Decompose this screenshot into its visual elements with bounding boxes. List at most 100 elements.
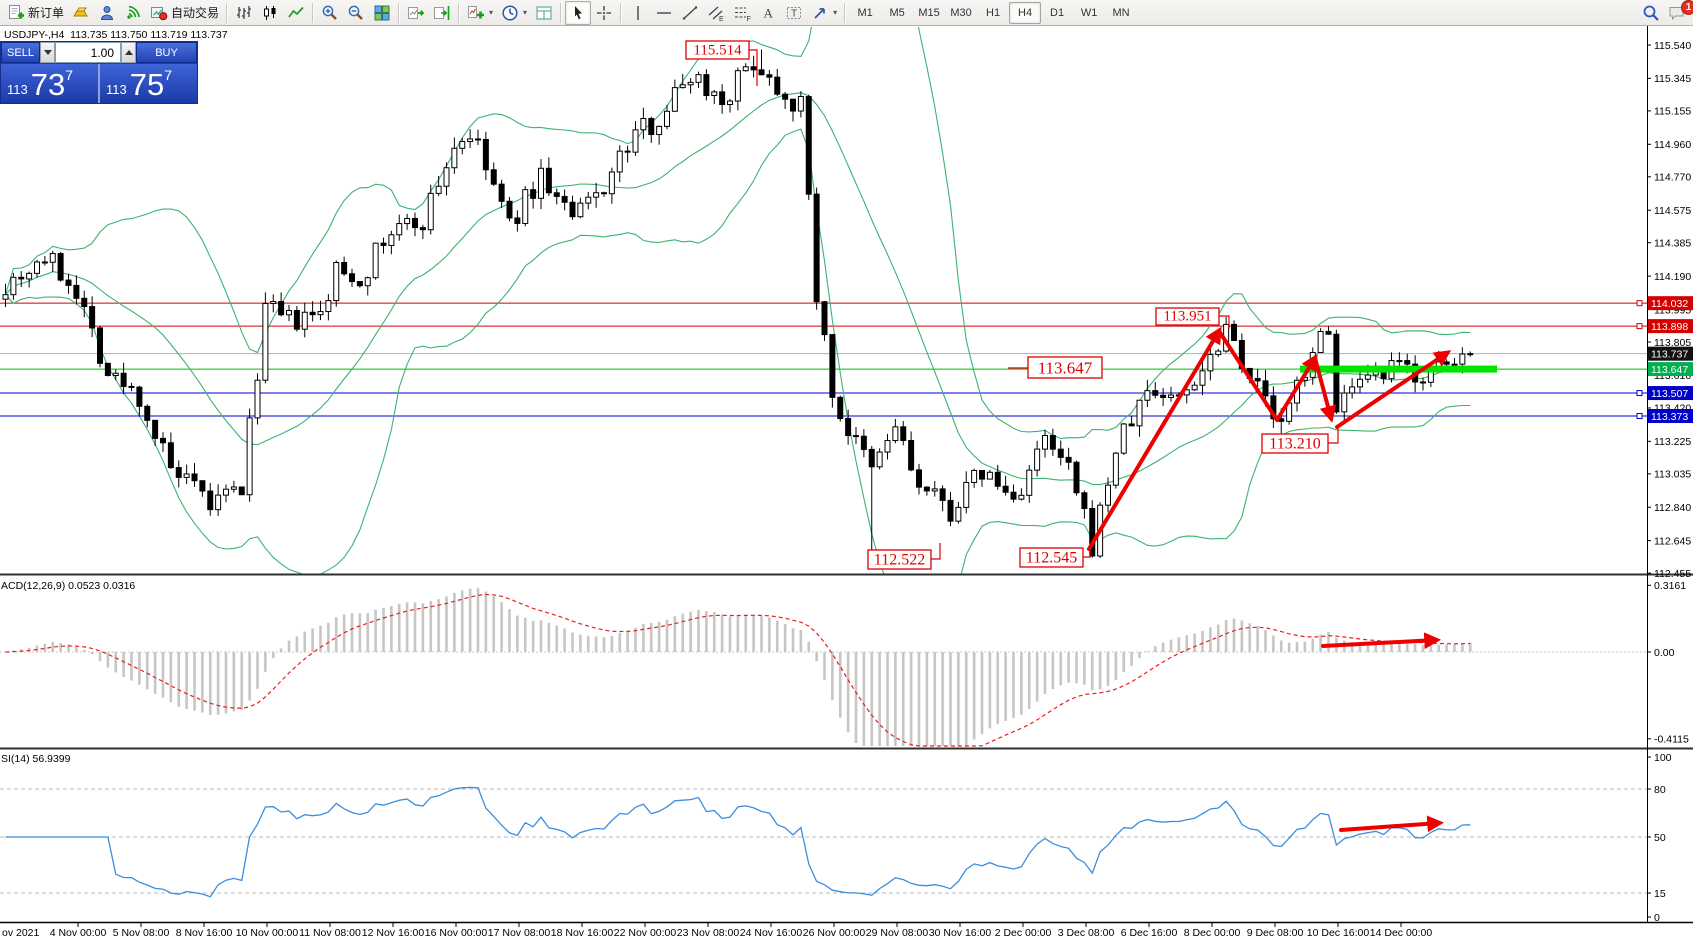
svg-text:F: F [747,16,751,22]
crosshair-button[interactable] [591,1,617,25]
candlesticks [2,49,1474,562]
indicators-button[interactable]: ▾ [463,1,497,25]
signals-icon [127,5,140,19]
toolbar-separator [620,2,623,23]
annotations[interactable]: 115.514 113.951 113.647 113.210 112.522 112.5… [685,40,1452,833]
timeframe-d1-button[interactable]: D1 [1050,6,1065,19]
gold-button[interactable] [68,1,94,25]
svg-text:16 Nov 00:00: 16 Nov 00:00 [425,927,488,939]
svg-text:112.455: 112.455 [1654,568,1691,580]
timeframe-h4-button[interactable]: H4 [1009,1,1042,24]
svg-text:114.190: 114.190 [1654,271,1691,283]
price-badge [1648,386,1693,401]
triangle-down-icon [43,50,52,55]
sell-price-pips: 73 [30,67,66,102]
vertical-line-button[interactable] [625,1,651,25]
toolbar-separator [312,2,315,23]
text-label-button[interactable]: T [781,1,807,25]
svg-text:114.385: 114.385 [1654,238,1691,250]
notifications-button[interactable]: 1 [1664,0,1693,25]
search-icon [1643,5,1659,21]
rsi-line [5,786,1471,898]
price-annotation-box [867,549,932,570]
new-order-button[interactable]: 新订单 [3,1,68,25]
svg-text:30 Nov 16:00: 30 Nov 16:00 [929,927,992,939]
zoom-in-button[interactable] [317,1,343,25]
volume-increase-button[interactable] [121,42,136,63]
time-axis[interactable]: ov 2021 4 Nov 00:00 5 Nov 08:00 8 Nov 16:00… [2,923,1432,939]
svg-text:50: 50 [1654,832,1666,844]
volume-input[interactable] [55,42,121,63]
sell-price-quote[interactable]: 113 73 7 [1,64,98,103]
price-badge [1648,362,1693,377]
svg-text:24 Nov 16:00: 24 Nov 16:00 [740,927,803,939]
templates-button[interactable] [531,1,557,25]
candlestick-chart-button[interactable] [257,1,283,25]
toolbar-separator [560,2,563,23]
svg-text:0.3161: 0.3161 [1654,580,1686,592]
price-annotation-box [1019,547,1084,568]
svg-text:26 Nov 00:00: 26 Nov 00:00 [803,927,866,939]
sell-price-point: 7 [65,67,74,83]
timeframe-mn-button[interactable]: MN [1112,6,1130,19]
equidistant-channel-button[interactable]: E [703,1,729,25]
order-entry-row: SELL BUY [1,42,197,63]
svg-text:113.737: 113.737 [1651,348,1688,360]
auto-trading-icon [151,6,168,20]
buy-price-point: 7 [164,67,173,83]
buy-price-quote[interactable]: 113 75 7 [100,64,197,103]
search-button[interactable] [1638,1,1664,25]
line-chart-button[interactable] [283,1,309,25]
horizontal-line-button[interactable] [651,1,677,25]
sell-price-prefix: 113 [7,82,28,97]
svg-text:0.00: 0.00 [1654,647,1675,659]
arrows-button[interactable]: ▾ [807,1,841,25]
indicators-dropdown-caret[interactable]: ▾ [489,8,494,17]
line-handle [1636,390,1643,397]
arrows-dropdown-caret[interactable]: ▾ [833,8,838,17]
timeframe-m15-button[interactable]: M15 [918,6,940,19]
chart-shift-button[interactable] [429,1,455,25]
zoom-out-button[interactable] [343,1,369,25]
fibonacci-button[interactable]: F [729,1,755,25]
trendline-button[interactable] [677,1,703,25]
timeframe-m30-button[interactable]: M30 [950,6,972,19]
zoom-out-icon [348,5,363,20]
svg-text:T: T [791,8,797,19]
svg-text:114.575: 114.575 [1654,205,1691,217]
sell-button[interactable]: SELL [1,42,40,63]
timeframe-w1-button[interactable]: W1 [1080,6,1098,19]
svg-text:115.345: 115.345 [1654,73,1691,85]
buy-button[interactable]: BUY [136,42,197,63]
periods-icon [502,4,518,21]
volume-decrease-button[interactable] [40,42,55,63]
rsi-indicator-label: SI(14) 56.9399 [1,753,71,765]
bar-chart-button[interactable] [231,1,257,25]
timeframe-m5-button[interactable]: M5 [889,6,905,19]
buy-price-prefix: 113 [106,82,127,97]
vertical-line-icon [637,5,639,20]
price-annotation-box [1155,307,1220,326]
price-axis[interactable]: 115.540 115.345 115.155 114.960 114.770 114.5… [1636,40,1693,924]
svg-text:114.032: 114.032 [1651,298,1688,310]
signals-button[interactable] [120,1,146,25]
price-annotation-text: 112.522 [874,552,925,569]
auto-trading-button[interactable]: 自动交易 [146,1,223,25]
green-highlight-band[interactable] [1300,365,1497,373]
tile-windows-button[interactable] [369,1,395,25]
price-badge [1648,346,1693,361]
auto-scroll-button[interactable] [403,1,429,25]
svg-text:9 Dec 08:00: 9 Dec 08:00 [1247,927,1304,939]
periods-button[interactable]: ▾ [497,1,531,25]
svg-text:6 Dec 16:00: 6 Dec 16:00 [1121,927,1178,939]
svg-text:10 Nov 00:00: 10 Nov 00:00 [236,927,299,939]
cursor-button[interactable] [565,0,592,25]
line-handle [1636,412,1643,419]
accounts-button[interactable] [94,1,120,25]
text-button[interactable]: A [755,1,781,25]
timeframe-m1-button[interactable]: M1 [857,6,873,19]
periods-dropdown-caret[interactable]: ▾ [523,8,528,17]
timeframe-h1-button[interactable]: H1 [986,6,1001,19]
bar-chart-icon [237,5,252,19]
